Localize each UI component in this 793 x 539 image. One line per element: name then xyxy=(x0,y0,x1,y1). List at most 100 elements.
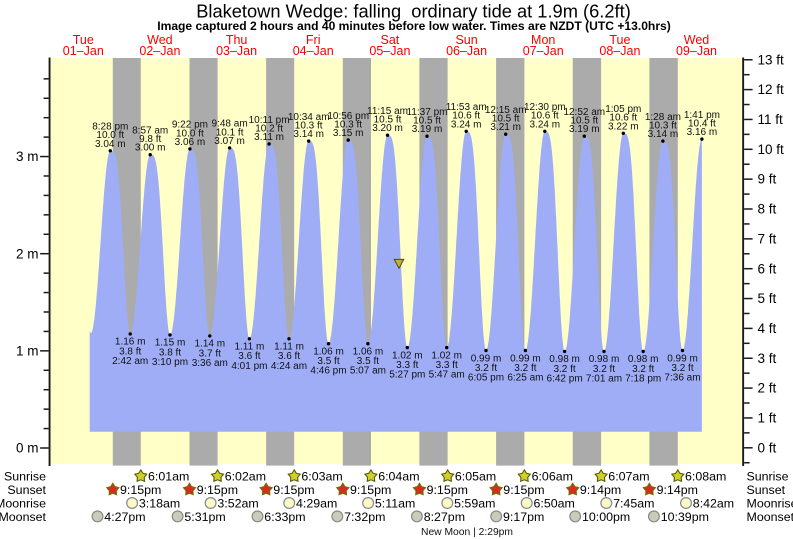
svg-text:11:15 am: 11:15 am xyxy=(367,106,408,117)
svg-text:13 ft: 13 ft xyxy=(758,52,785,67)
svg-text:10:00pm: 10:00pm xyxy=(582,510,630,524)
svg-text:Blaketown Wedge: falling ordi: Blaketown Wedge: falling ordinary tide a… xyxy=(196,1,631,22)
svg-text:3.04 m: 3.04 m xyxy=(95,139,126,150)
svg-text:0.99 m: 0.99 m xyxy=(510,353,541,364)
svg-text:10:11 pm: 10:11 pm xyxy=(249,115,290,126)
svg-text:6:04am: 6:04am xyxy=(378,470,419,484)
svg-text:1 m: 1 m xyxy=(16,344,39,359)
svg-text:6:06am: 6:06am xyxy=(532,470,573,484)
svg-text:1:05 pm: 1:05 pm xyxy=(605,104,641,115)
svg-text:6 ft: 6 ft xyxy=(758,261,777,276)
svg-text:08–Jan: 08–Jan xyxy=(599,44,640,58)
svg-text:2:42 am: 2:42 am xyxy=(112,356,148,367)
svg-text:3:52am: 3:52am xyxy=(217,497,258,511)
svg-text:11:53 am: 11:53 am xyxy=(446,102,487,113)
svg-text:7:36 am: 7:36 am xyxy=(664,373,700,384)
svg-text:10:34 am: 10:34 am xyxy=(288,112,330,123)
svg-text:6:50am: 6:50am xyxy=(534,497,575,511)
svg-text:Tue: Tue xyxy=(609,33,630,47)
svg-text:1:28 am: 1:28 am xyxy=(645,112,681,123)
svg-text:10.0 ft: 10.0 ft xyxy=(176,128,204,139)
svg-text:Sun: Sun xyxy=(455,33,477,47)
svg-text:11:37 pm: 11:37 pm xyxy=(407,107,448,118)
svg-text:8:28 pm: 8:28 pm xyxy=(92,122,128,133)
svg-text:3.19 m: 3.19 m xyxy=(569,124,600,135)
svg-text:Wed: Wed xyxy=(147,33,173,47)
svg-text:1.14 m: 1.14 m xyxy=(195,339,226,350)
svg-text:0 m: 0 m xyxy=(16,441,39,456)
svg-text:10.5 ft: 10.5 ft xyxy=(374,115,402,126)
svg-text:3.3 ft: 3.3 ft xyxy=(436,360,458,371)
svg-text:10 ft: 10 ft xyxy=(758,142,785,157)
svg-text:2 m: 2 m xyxy=(16,246,39,261)
svg-text:9:17pm: 9:17pm xyxy=(503,510,544,524)
svg-text:04–Jan: 04–Jan xyxy=(293,44,334,58)
svg-text:3.2 ft: 3.2 ft xyxy=(671,363,693,374)
svg-text:6:07am: 6:07am xyxy=(608,470,649,484)
svg-text:10:39pm: 10:39pm xyxy=(661,510,709,524)
svg-text:4:27pm: 4:27pm xyxy=(104,510,145,524)
svg-text:9:22 pm: 9:22 pm xyxy=(172,120,208,131)
svg-text:10.5 ft: 10.5 ft xyxy=(492,114,520,125)
svg-text:3.8 ft: 3.8 ft xyxy=(159,347,181,358)
svg-text:3.00 m: 3.00 m xyxy=(135,143,166,154)
svg-text:9 ft: 9 ft xyxy=(758,172,777,187)
svg-text:Mon: Mon xyxy=(531,33,555,47)
svg-text:7:45am: 7:45am xyxy=(613,497,654,511)
svg-text:0.99 m: 0.99 m xyxy=(667,353,698,364)
svg-text:Wed: Wed xyxy=(684,33,710,47)
svg-text:02–Jan: 02–Jan xyxy=(139,44,180,58)
svg-text:6:25 am: 6:25 am xyxy=(507,373,543,384)
svg-text:4 ft: 4 ft xyxy=(758,321,777,336)
svg-text:12:30 pm: 12:30 pm xyxy=(524,102,566,113)
svg-text:3.5 ft: 3.5 ft xyxy=(317,356,339,367)
svg-text:1 ft: 1 ft xyxy=(758,411,777,426)
svg-text:3:36 am: 3:36 am xyxy=(192,358,228,369)
svg-text:6:08am: 6:08am xyxy=(685,470,726,484)
svg-text:3.24 m: 3.24 m xyxy=(451,119,482,130)
svg-text:5:31pm: 5:31pm xyxy=(184,510,225,524)
svg-text:9:15pm: 9:15pm xyxy=(120,483,161,497)
svg-text:7:01 am: 7:01 am xyxy=(586,373,622,384)
svg-text:1.11 m: 1.11 m xyxy=(234,342,264,353)
svg-text:Sunset: Sunset xyxy=(7,483,46,497)
svg-text:5:27 pm: 5:27 pm xyxy=(389,370,425,381)
svg-text:12:52 am: 12:52 am xyxy=(563,107,605,118)
svg-text:11 ft: 11 ft xyxy=(758,112,784,127)
svg-text:Sunset: Sunset xyxy=(747,483,786,497)
svg-text:6:05 pm: 6:05 pm xyxy=(468,373,504,384)
svg-text:4:24 am: 4:24 am xyxy=(271,361,307,372)
svg-text:Fri: Fri xyxy=(306,33,321,47)
svg-text:10.3 ft: 10.3 ft xyxy=(295,121,323,132)
svg-text:9:15pm: 9:15pm xyxy=(350,483,391,497)
svg-text:3:10 pm: 3:10 pm xyxy=(152,357,188,368)
svg-text:5 ft: 5 ft xyxy=(758,291,777,306)
svg-text:6:42 pm: 6:42 pm xyxy=(547,373,583,384)
svg-text:6:05am: 6:05am xyxy=(455,470,496,484)
svg-text:10.2 ft: 10.2 ft xyxy=(255,123,283,134)
svg-text:4:01 pm: 4:01 pm xyxy=(231,361,267,372)
svg-text:2 ft: 2 ft xyxy=(758,381,777,396)
svg-text:1.02 m: 1.02 m xyxy=(431,350,462,361)
svg-text:9:15pm: 9:15pm xyxy=(273,483,314,497)
svg-text:1.02 m: 1.02 m xyxy=(392,350,423,361)
svg-text:10.5 ft: 10.5 ft xyxy=(413,116,441,127)
svg-text:Moonset: Moonset xyxy=(747,510,793,524)
svg-text:New Moon | 2:29pm: New Moon | 2:29pm xyxy=(421,527,513,538)
svg-text:7 ft: 7 ft xyxy=(758,231,777,246)
svg-text:Sunrise: Sunrise xyxy=(747,470,789,484)
svg-text:10.4 ft: 10.4 ft xyxy=(688,119,716,130)
svg-text:Sat: Sat xyxy=(381,33,400,47)
svg-text:06–Jan: 06–Jan xyxy=(446,44,487,58)
svg-text:3.5 ft: 3.5 ft xyxy=(357,356,379,367)
svg-text:8 ft: 8 ft xyxy=(758,202,777,217)
svg-text:3.20 m: 3.20 m xyxy=(372,123,403,134)
svg-text:07–Jan: 07–Jan xyxy=(523,44,564,58)
svg-text:12 ft: 12 ft xyxy=(758,82,785,97)
svg-text:0.99 m: 0.99 m xyxy=(471,353,502,364)
svg-text:Moonrise: Moonrise xyxy=(747,497,793,511)
svg-text:10.6 ft: 10.6 ft xyxy=(609,113,637,124)
svg-text:8:57 am: 8:57 am xyxy=(132,126,168,137)
svg-text:10.3 ft: 10.3 ft xyxy=(334,120,362,131)
svg-text:4:29am: 4:29am xyxy=(296,497,337,511)
